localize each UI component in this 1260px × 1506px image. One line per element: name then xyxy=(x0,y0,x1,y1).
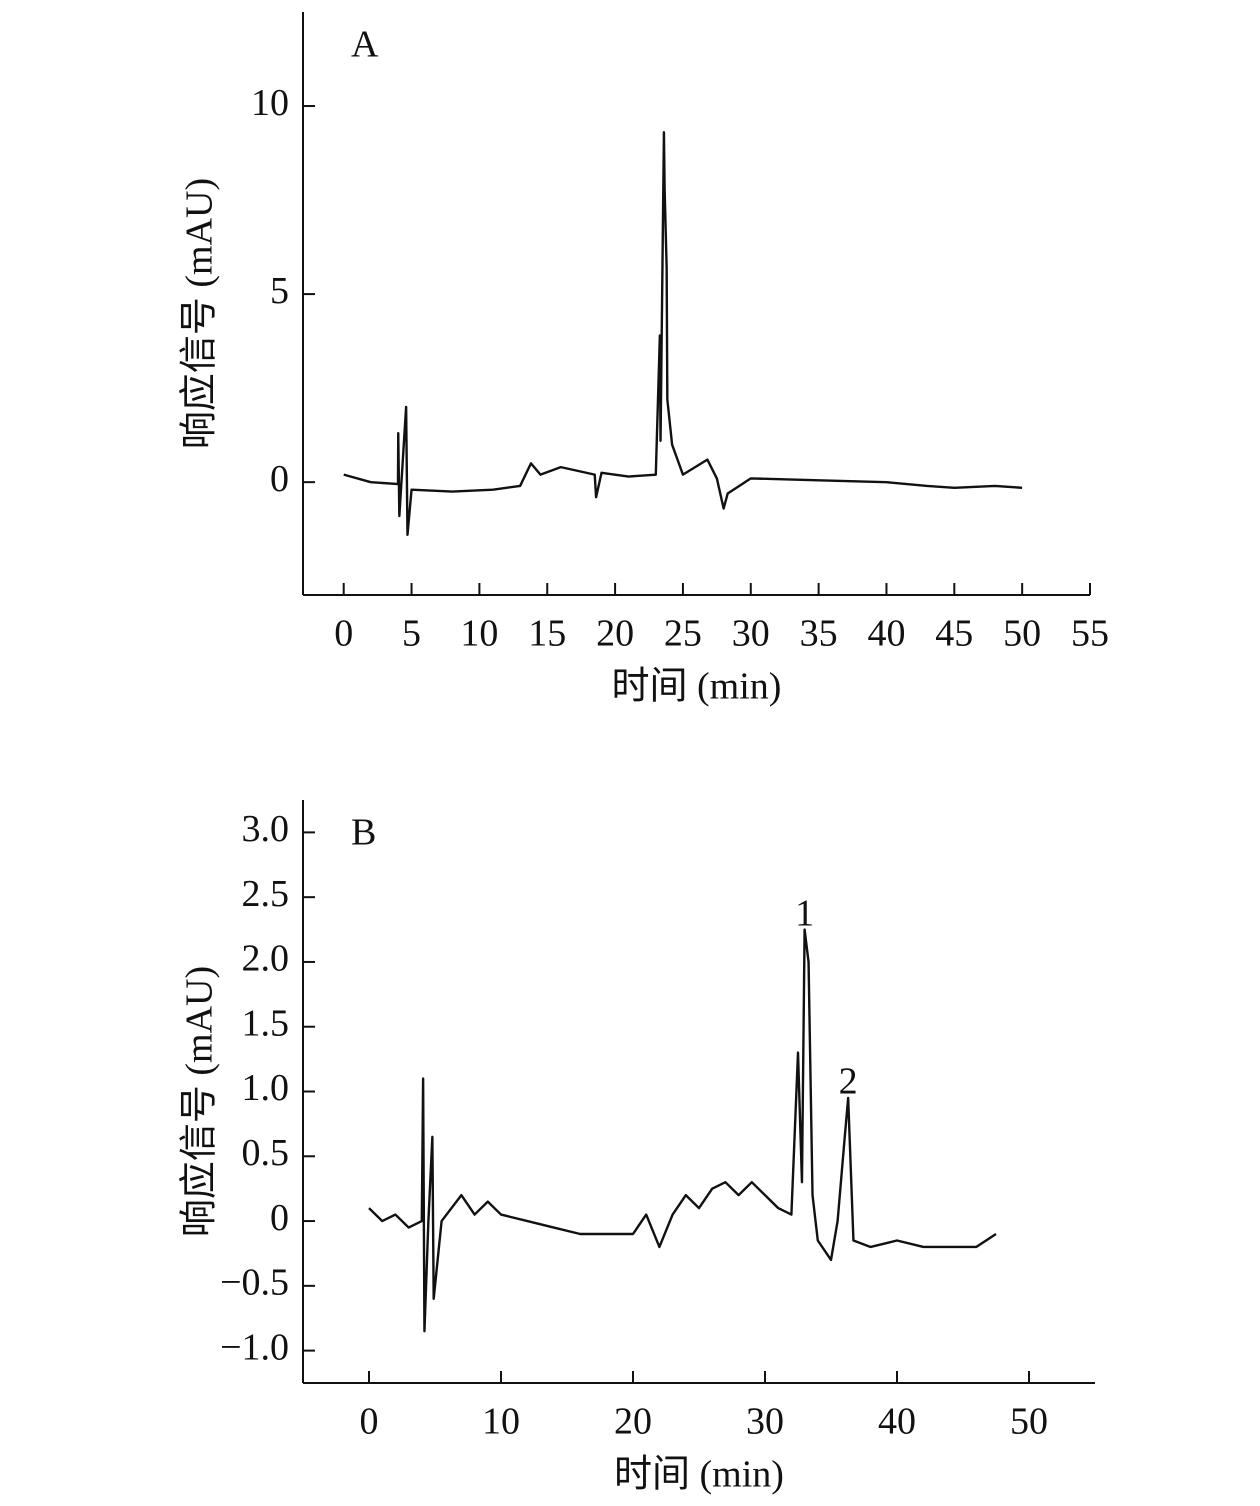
x-tick-label: 50 xyxy=(1003,613,1041,655)
panel-label: B xyxy=(351,812,376,854)
y-tick-label: 0.5 xyxy=(242,1132,290,1174)
x-tick-label: 30 xyxy=(732,613,770,655)
x-tick-label: 10 xyxy=(482,1401,520,1443)
y-tick-label: 1.0 xyxy=(242,1067,290,1109)
x-tick-label: 45 xyxy=(935,613,973,655)
panel-label: A xyxy=(351,24,379,66)
y-tick-label: 0 xyxy=(270,1197,289,1239)
x-tick-label: 5 xyxy=(402,613,421,655)
x-tick-label: 15 xyxy=(528,613,566,655)
y-tick-label: −1.0 xyxy=(220,1326,289,1368)
y-tick-label: 1.5 xyxy=(242,1002,290,1044)
y-tick-label: −0.5 xyxy=(220,1262,289,1304)
signal-line xyxy=(343,131,1023,537)
signal-line xyxy=(368,928,997,1333)
x-tick-label: 20 xyxy=(596,613,634,655)
peak-label: 1 xyxy=(795,892,814,934)
y-tick-label: 3.0 xyxy=(242,808,290,850)
x-axis-label: 时间 (min) xyxy=(614,1454,784,1496)
x-tick-label: 20 xyxy=(614,1401,652,1443)
y-tick-label: 2.0 xyxy=(242,938,290,980)
y-axis-label: 响应信号 (mAU) xyxy=(179,178,221,449)
x-tick-label: 55 xyxy=(1071,613,1109,655)
y-tick-label: 10 xyxy=(251,82,289,124)
x-tick-label: 25 xyxy=(664,613,702,655)
y-tick-label: 0 xyxy=(270,458,289,500)
x-axis-label: 时间 (min) xyxy=(612,666,782,708)
x-tick-label: 0 xyxy=(360,1401,379,1443)
x-tick-label: 40 xyxy=(878,1401,916,1443)
y-axis-label: 响应信号 (mAU) xyxy=(179,966,221,1237)
x-tick-label: 10 xyxy=(460,613,498,655)
x-tick-label: 30 xyxy=(746,1401,784,1443)
x-tick-label: 0 xyxy=(334,613,353,655)
x-tick-label: 35 xyxy=(800,613,838,655)
y-tick-label: 2.5 xyxy=(242,873,290,915)
x-tick-label: 50 xyxy=(1010,1401,1048,1443)
y-tick-label: 5 xyxy=(270,270,289,312)
peak-label: 2 xyxy=(839,1061,858,1103)
x-tick-label: 40 xyxy=(867,613,905,655)
